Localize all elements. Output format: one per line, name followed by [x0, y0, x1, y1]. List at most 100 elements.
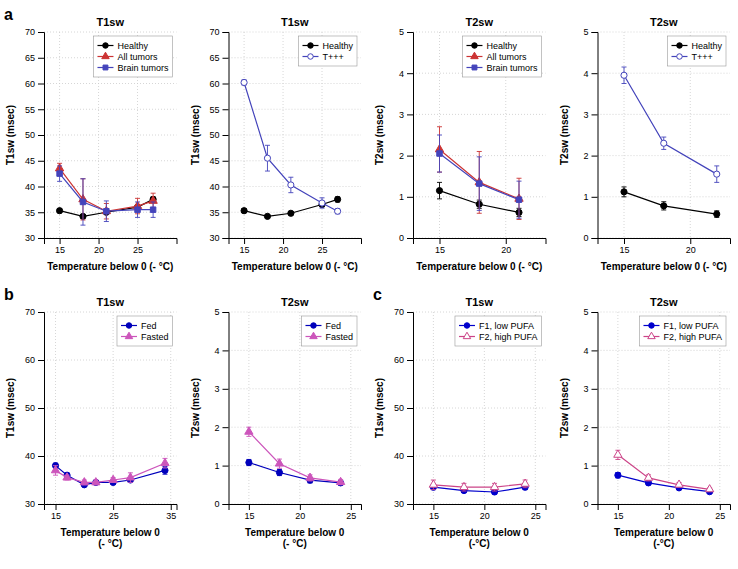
grid-line [44, 32, 177, 33]
title: T1sw [465, 296, 493, 308]
point [335, 196, 341, 202]
grid-line [248, 312, 249, 504]
tick-label: 15 [619, 245, 629, 255]
legend-label: F1, low PUFA [663, 321, 718, 331]
legend-marker [103, 65, 108, 70]
tick: 60 [209, 79, 228, 89]
tick-mark [223, 84, 229, 85]
tick: 30 [394, 499, 413, 509]
line [244, 82, 338, 211]
tick-mark [99, 238, 100, 244]
tick-label: 70 [25, 307, 35, 317]
axis-line [38, 313, 45, 505]
tick-label: 2 [214, 423, 219, 433]
series [621, 67, 720, 182]
tick-mark [223, 135, 229, 136]
tick-label: 45 [209, 156, 219, 166]
error-bar [242, 80, 247, 85]
grid-line [413, 312, 546, 313]
tick-mark [223, 238, 229, 239]
error-bar [661, 137, 666, 149]
tick: 20 [94, 238, 104, 255]
legend-label: Healthy [486, 41, 517, 51]
tick-label: 15 [429, 511, 439, 521]
x-axis-title-line: Temperature below 0 (- °C) [601, 261, 727, 272]
axis-line [407, 313, 414, 505]
tick-mark [223, 187, 229, 188]
y-axis: 012345 [583, 27, 598, 243]
plot-area [614, 450, 714, 495]
tick-label: 20 [664, 511, 674, 521]
x-axis-title-line: Temperature below 0 (- °C) [416, 261, 542, 272]
error-bar [437, 135, 442, 172]
point [135, 207, 140, 212]
grid-line [598, 196, 731, 197]
legend-label: All tumors [486, 52, 527, 62]
legend-frame [301, 316, 357, 346]
tick: 5 [583, 27, 597, 37]
y-axis: 012345 [399, 27, 414, 243]
x-axis-title: Temperature below 0 (- °C) [416, 261, 542, 272]
legend-frame [298, 36, 357, 66]
figure: 152025303540455055606570T1swTemperature … [0, 0, 738, 569]
tick: 4 [214, 346, 228, 356]
tick-mark [484, 504, 485, 510]
point [241, 208, 247, 214]
legend-entry: F1, low PUFA [643, 321, 718, 331]
legend-label: Healthy [117, 41, 148, 51]
tick-label: 55 [209, 105, 219, 115]
grid [413, 312, 546, 504]
tick: 1 [399, 192, 413, 202]
tick-label: 0 [583, 233, 588, 243]
tick: 40 [209, 182, 228, 192]
error-bar [57, 166, 62, 181]
tick: 15 [51, 504, 61, 521]
grid [44, 312, 177, 504]
point [437, 151, 442, 156]
grid [229, 32, 362, 238]
legend: FedFasted [301, 316, 357, 346]
x-axis-title-line: Temperature below 0 (- °C) [232, 261, 358, 272]
error-bar [615, 473, 620, 478]
tick-mark [592, 312, 598, 313]
x-axis: 152025 [45, 238, 178, 255]
point [288, 210, 294, 216]
tick-mark [592, 238, 598, 239]
y-axis: 303540455055606570 [25, 27, 45, 243]
tick: 30 [25, 233, 44, 243]
tick: 5 [583, 307, 597, 317]
series [435, 127, 523, 220]
tick-label: 15 [435, 245, 445, 255]
tick: 25 [531, 504, 541, 521]
grid-line [413, 408, 546, 409]
y-axis-title: T2sw (msec) [559, 105, 570, 165]
tick: 25 [109, 504, 119, 521]
error-bar [437, 182, 442, 198]
legend-label: Fasted [325, 332, 353, 342]
legend-entry: Fed [305, 321, 341, 331]
axis-line [229, 239, 362, 245]
point [675, 480, 683, 487]
series [51, 458, 169, 484]
point [150, 207, 155, 212]
point [614, 450, 622, 457]
tick-label: 25 [133, 245, 143, 255]
x-axis-title-line: Temperature below 0 [614, 527, 714, 538]
legend-marker [464, 323, 470, 329]
line [249, 432, 341, 482]
point [56, 208, 62, 214]
legend-marker [648, 332, 655, 338]
point [80, 478, 88, 485]
tick-label: 15 [240, 245, 250, 255]
series [52, 463, 168, 488]
tick-mark [223, 161, 229, 162]
tick-mark [223, 427, 229, 428]
grid [598, 32, 731, 238]
tick-mark [407, 456, 413, 457]
error-bar [622, 187, 627, 197]
point [460, 482, 468, 489]
legend-marker [472, 65, 477, 70]
tick: 5 [214, 307, 228, 317]
point [306, 473, 314, 480]
tick-mark [223, 109, 229, 110]
